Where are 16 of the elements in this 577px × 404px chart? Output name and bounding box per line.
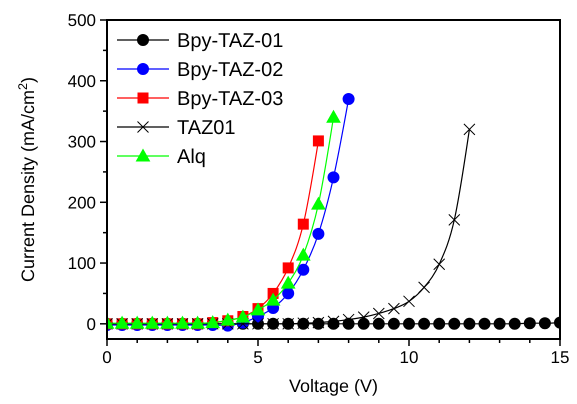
x-tick-label: 15: [550, 348, 570, 367]
y-tick-label: 300: [68, 132, 96, 152]
x-tick-label: 5: [253, 348, 263, 367]
legend-label: Bpy-TAZ-02: [177, 59, 284, 81]
y-tick-label: 400: [68, 72, 96, 91]
y-tick-label: 0: [86, 314, 96, 334]
legend-label: Bpy-TAZ-03: [177, 88, 284, 110]
x-tick-label: 10: [400, 348, 418, 367]
legend-label: Alq: [177, 146, 206, 168]
x-tick-label: 0: [102, 348, 112, 367]
x-axis-title: Voltage (V): [288, 376, 378, 396]
y-tick-label: 100: [68, 254, 96, 274]
legend-label: Bpy-TAZ-01: [177, 30, 284, 52]
legend-label: TAZ01: [177, 117, 236, 139]
y-tick-label: 500: [68, 11, 96, 30]
y-tick-label: 200: [68, 193, 96, 212]
